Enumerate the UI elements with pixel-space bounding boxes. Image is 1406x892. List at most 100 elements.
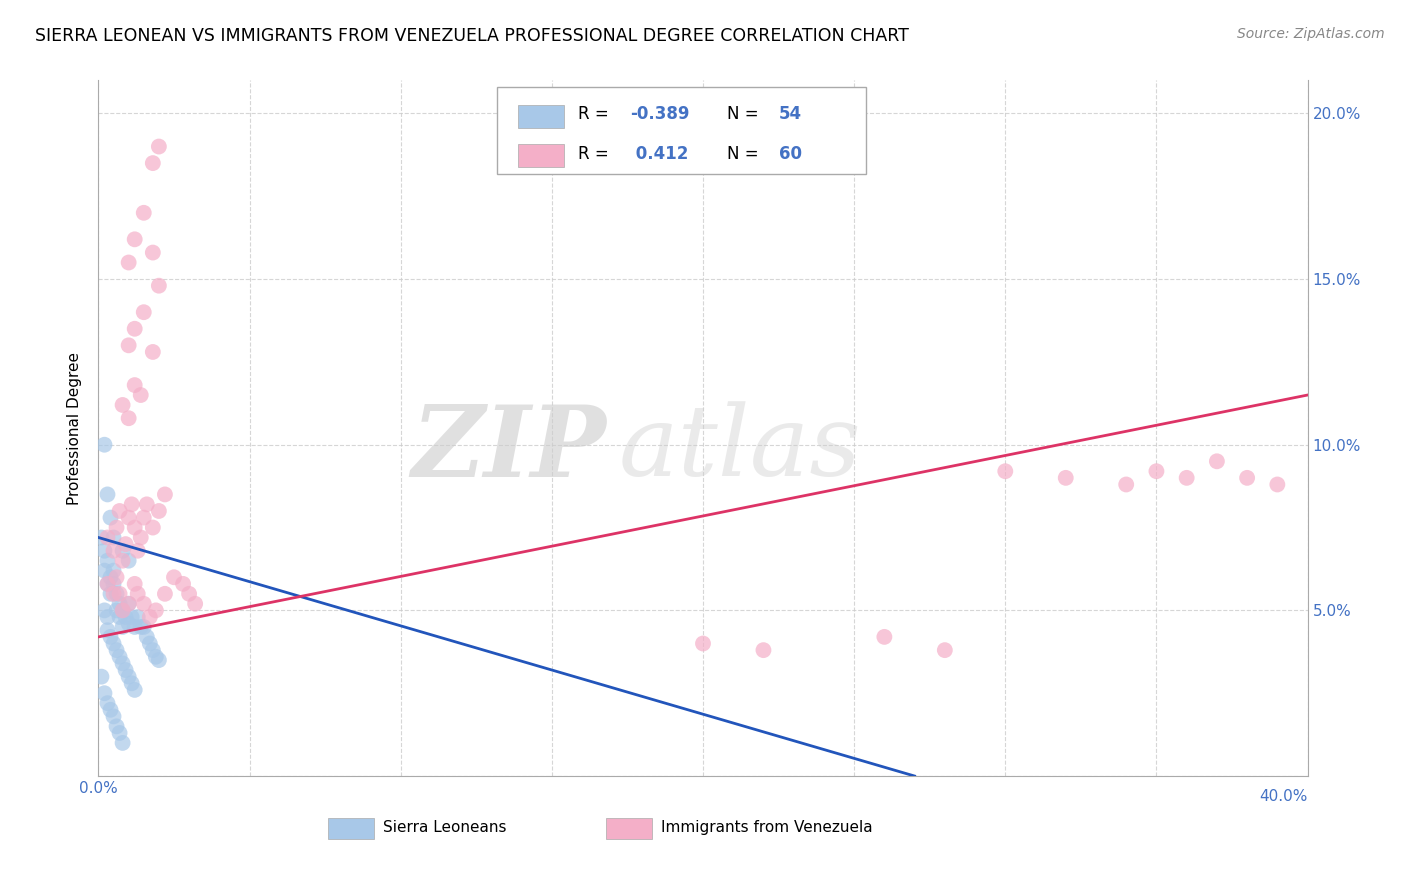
Text: atlas: atlas xyxy=(619,401,860,497)
Point xyxy=(124,577,146,591)
Bar xyxy=(606,818,652,838)
Text: N =: N = xyxy=(727,145,763,162)
Point xyxy=(148,653,170,667)
Point xyxy=(121,676,143,690)
Point xyxy=(153,587,176,601)
Point xyxy=(129,388,152,402)
Point xyxy=(1267,477,1289,491)
Bar xyxy=(517,144,564,168)
Point xyxy=(124,232,146,246)
Point xyxy=(96,624,118,638)
Point xyxy=(184,597,207,611)
Point xyxy=(93,543,115,558)
Point xyxy=(1206,454,1229,468)
Point xyxy=(90,670,112,684)
Text: -0.389: -0.389 xyxy=(630,105,690,123)
Point xyxy=(692,636,714,650)
Point xyxy=(100,703,122,717)
Text: N =: N = xyxy=(727,105,763,123)
Point xyxy=(127,587,149,601)
Point xyxy=(142,245,165,260)
Point xyxy=(108,504,131,518)
Point xyxy=(118,255,141,269)
Text: 54: 54 xyxy=(779,105,803,123)
Point xyxy=(103,564,125,578)
Bar xyxy=(517,104,564,128)
Point xyxy=(108,610,131,624)
Point xyxy=(132,597,155,611)
Text: Source: ZipAtlas.com: Source: ZipAtlas.com xyxy=(1237,27,1385,41)
Point xyxy=(124,620,146,634)
Point xyxy=(118,597,141,611)
Point xyxy=(111,736,134,750)
Point xyxy=(103,543,125,558)
Point xyxy=(129,531,152,545)
Point xyxy=(142,156,165,170)
Point xyxy=(1144,464,1167,478)
Point xyxy=(108,587,131,601)
Point xyxy=(103,709,125,723)
Point xyxy=(105,719,128,733)
Point xyxy=(934,643,956,657)
Point xyxy=(100,510,122,524)
Point xyxy=(145,649,167,664)
Point xyxy=(124,322,146,336)
Point xyxy=(124,378,146,392)
Point xyxy=(124,682,146,697)
Text: 40.0%: 40.0% xyxy=(1260,789,1308,805)
Point xyxy=(139,636,162,650)
Point xyxy=(148,504,170,518)
Point xyxy=(100,587,122,601)
Point xyxy=(118,510,141,524)
Y-axis label: Professional Degree: Professional Degree xyxy=(67,351,83,505)
Point xyxy=(103,577,125,591)
Point xyxy=(108,597,131,611)
Point xyxy=(142,520,165,534)
Point xyxy=(135,497,157,511)
FancyBboxPatch shape xyxy=(498,87,866,174)
Point xyxy=(179,587,201,601)
Point xyxy=(103,587,125,601)
Point xyxy=(105,603,128,617)
Point xyxy=(145,603,167,617)
Point xyxy=(148,139,170,153)
Text: Immigrants from Venezuela: Immigrants from Venezuela xyxy=(661,820,872,835)
Text: R =: R = xyxy=(578,105,614,123)
Point xyxy=(172,577,194,591)
Point xyxy=(132,305,155,319)
Point xyxy=(105,643,128,657)
Point xyxy=(132,206,155,220)
Point xyxy=(105,520,128,534)
Point xyxy=(93,438,115,452)
Point xyxy=(114,537,136,551)
Point xyxy=(129,620,152,634)
Point xyxy=(127,543,149,558)
Point xyxy=(108,649,131,664)
Text: 0.412: 0.412 xyxy=(630,145,689,162)
Point xyxy=(93,686,115,700)
Point xyxy=(105,587,128,601)
Point xyxy=(132,620,155,634)
Point xyxy=(124,520,146,534)
Point xyxy=(96,531,118,545)
Point xyxy=(121,497,143,511)
Text: ZIP: ZIP xyxy=(412,401,606,497)
Point xyxy=(103,636,125,650)
Point xyxy=(1236,471,1258,485)
Point xyxy=(96,487,118,501)
Point xyxy=(90,531,112,545)
Point xyxy=(1175,471,1198,485)
Point xyxy=(994,464,1017,478)
Point xyxy=(118,616,141,631)
Point xyxy=(93,603,115,617)
Point xyxy=(111,554,134,568)
Point xyxy=(135,630,157,644)
Point xyxy=(103,531,125,545)
Point xyxy=(163,570,186,584)
Point xyxy=(1054,471,1077,485)
Text: Sierra Leoneans: Sierra Leoneans xyxy=(382,820,506,835)
Text: R =: R = xyxy=(578,145,614,162)
Point xyxy=(111,603,134,617)
Point xyxy=(118,554,141,568)
Point xyxy=(100,570,122,584)
